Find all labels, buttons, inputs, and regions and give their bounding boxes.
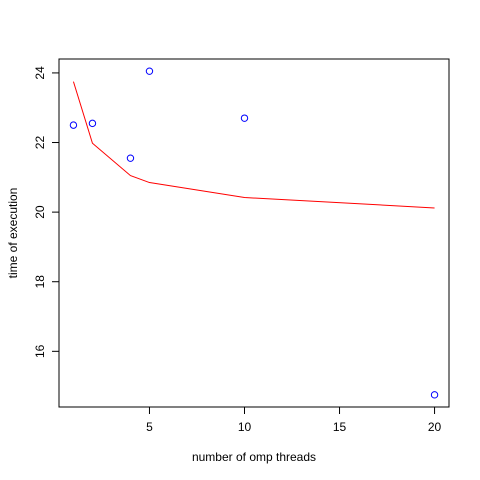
y-axis: 16 18 20 22 24 [33, 66, 60, 358]
x-axis-label: number of omp threads [192, 450, 316, 464]
x-axis: 5 10 15 20 [146, 406, 442, 434]
x-tick-label: 10 [238, 420, 252, 434]
data-point [88, 119, 97, 128]
x-tick-label: 20 [428, 420, 442, 434]
fitted-line [72, 81, 435, 209]
observed-points-series [69, 67, 439, 399]
y-tick-label: 22 [33, 136, 47, 150]
y-tick-label: 20 [33, 205, 47, 219]
data-point [430, 391, 439, 399]
fitted-line-series [72, 81, 435, 209]
y-axis-label: time of execution [6, 188, 20, 279]
data-point [145, 67, 154, 75]
x-tick-label: 15 [333, 420, 347, 434]
y-tick-label: 16 [33, 344, 47, 358]
data-point [69, 121, 78, 129]
y-tick-label: 18 [33, 275, 47, 289]
data-point [126, 154, 135, 162]
data-point [240, 114, 249, 122]
y-tick-label: 24 [33, 66, 47, 80]
x-tick-label: 5 [146, 420, 153, 434]
